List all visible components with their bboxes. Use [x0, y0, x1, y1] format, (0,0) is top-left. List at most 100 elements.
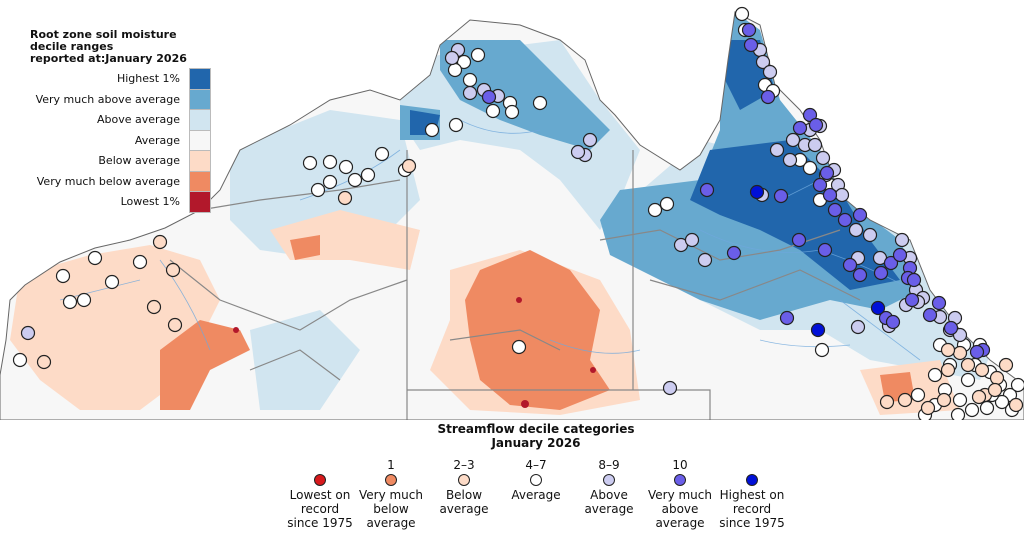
station-marker-above-average[interactable]	[769, 142, 785, 158]
station-marker-above-average[interactable]	[755, 54, 771, 70]
station-marker-above-average[interactable]	[785, 132, 801, 148]
station-marker-average[interactable]	[504, 104, 520, 120]
station-marker-average[interactable]	[647, 202, 663, 218]
station-marker-very-much-above-average[interactable]	[817, 242, 833, 258]
station-marker-average[interactable]	[994, 394, 1010, 410]
station-marker-below-average[interactable]	[936, 392, 952, 408]
station-marker-above-average[interactable]	[815, 150, 831, 166]
station-marker-above-average[interactable]	[570, 144, 586, 160]
station-marker-above-average[interactable]	[582, 132, 598, 148]
station-marker-above-average[interactable]	[20, 325, 36, 341]
station-marker-average[interactable]	[979, 400, 995, 416]
station-marker-above-average[interactable]	[762, 64, 778, 80]
station-marker-average[interactable]	[87, 250, 103, 266]
station-marker-average[interactable]	[814, 342, 830, 358]
station-marker-very-much-above-average[interactable]	[743, 37, 759, 53]
station-marker-average[interactable]	[910, 387, 926, 403]
station-marker-below-average[interactable]	[971, 389, 987, 405]
station-marker-below-average[interactable]	[987, 382, 1003, 398]
station-marker-above-average[interactable]	[684, 232, 700, 248]
station-marker-very-much-above-average[interactable]	[931, 295, 947, 311]
station-marker-below-average[interactable]	[337, 190, 353, 206]
station-marker-below-average[interactable]	[998, 357, 1014, 373]
station-marker-very-much-above-average[interactable]	[873, 265, 889, 281]
station-marker-average[interactable]	[12, 352, 28, 368]
station-marker-above-average[interactable]	[444, 50, 460, 66]
station-marker-very-much-above-average[interactable]	[904, 292, 920, 308]
station-marker-very-much-above-average[interactable]	[837, 212, 853, 228]
station-marker-below-average[interactable]	[974, 362, 990, 378]
station-marker-below-average[interactable]	[940, 362, 956, 378]
station-marker-very-much-above-average[interactable]	[791, 232, 807, 248]
station-marker-very-much-above-average[interactable]	[481, 89, 497, 105]
station-marker-highest-on-record[interactable]	[749, 184, 765, 200]
station-marker-very-much-above-average[interactable]	[812, 177, 828, 193]
station-marker-below-average[interactable]	[897, 392, 913, 408]
station-marker-above-average[interactable]	[807, 137, 823, 153]
station-marker-below-average[interactable]	[989, 370, 1005, 386]
station-marker-very-much-above-average[interactable]	[852, 267, 868, 283]
station-marker-average[interactable]	[470, 47, 486, 63]
station-marker-average[interactable]	[374, 146, 390, 162]
station-marker-below-average[interactable]	[940, 342, 956, 358]
station-marker-above-average[interactable]	[850, 319, 866, 335]
station-marker-below-average[interactable]	[879, 394, 895, 410]
station-marker-below-average[interactable]	[36, 354, 52, 370]
station-marker-average[interactable]	[952, 392, 968, 408]
station-marker-average[interactable]	[347, 172, 363, 188]
station-marker-very-much-above-average[interactable]	[792, 120, 808, 136]
station-marker-highest-on-record[interactable]	[870, 300, 886, 316]
station-marker-very-much-above-average[interactable]	[885, 314, 901, 330]
station-marker-average[interactable]	[322, 174, 338, 190]
station-marker-average[interactable]	[322, 154, 338, 170]
station-marker-average[interactable]	[511, 339, 527, 355]
station-marker-very-much-above-average[interactable]	[842, 257, 858, 273]
station-marker-average[interactable]	[964, 402, 980, 418]
station-marker-above-average[interactable]	[862, 227, 878, 243]
station-marker-below-average[interactable]	[1008, 397, 1024, 413]
station-marker-above-average[interactable]	[834, 187, 850, 203]
station-marker-average[interactable]	[659, 196, 675, 212]
station-marker-average[interactable]	[448, 117, 464, 133]
station-marker-average[interactable]	[55, 268, 71, 284]
station-marker-above-average[interactable]	[462, 85, 478, 101]
station-marker-very-much-above-average[interactable]	[969, 344, 985, 360]
station-marker-above-average[interactable]	[782, 152, 798, 168]
station-marker-average[interactable]	[302, 155, 318, 171]
station-marker-above-average[interactable]	[697, 252, 713, 268]
station-marker-average[interactable]	[485, 103, 501, 119]
station-marker-above-average[interactable]	[662, 380, 678, 396]
station-marker-below-average[interactable]	[920, 400, 936, 416]
station-marker-below-average[interactable]	[146, 299, 162, 315]
station-marker-average[interactable]	[424, 122, 440, 138]
station-marker-very-much-above-average[interactable]	[883, 255, 899, 271]
station-marker-very-much-above-average[interactable]	[699, 182, 715, 198]
station-marker-very-much-above-average[interactable]	[726, 245, 742, 261]
station-marker-average[interactable]	[338, 159, 354, 175]
station-marker-very-much-above-average[interactable]	[906, 272, 922, 288]
station-marker-very-much-above-average[interactable]	[943, 320, 959, 336]
station-marker-below-average[interactable]	[165, 262, 181, 278]
station-marker-average[interactable]	[62, 294, 78, 310]
station-marker-average[interactable]	[76, 292, 92, 308]
station-marker-below-average[interactable]	[152, 234, 168, 250]
station-marker-above-average[interactable]	[848, 222, 864, 238]
station-marker-average[interactable]	[532, 95, 548, 111]
station-marker-very-much-above-average[interactable]	[741, 22, 757, 38]
station-marker-average[interactable]	[734, 6, 750, 22]
station-marker-above-average[interactable]	[894, 232, 910, 248]
station-marker-very-much-above-average[interactable]	[827, 202, 843, 218]
station-marker-average[interactable]	[1010, 377, 1024, 393]
station-marker-very-much-above-average[interactable]	[892, 247, 908, 263]
station-marker-very-much-above-average[interactable]	[760, 89, 776, 105]
station-marker-average[interactable]	[360, 167, 376, 183]
station-marker-below-average[interactable]	[960, 357, 976, 373]
station-marker-average[interactable]	[802, 160, 818, 176]
station-marker-below-average[interactable]	[167, 317, 183, 333]
station-marker-average[interactable]	[447, 62, 463, 78]
station-marker-very-much-above-average[interactable]	[773, 188, 789, 204]
station-marker-average[interactable]	[462, 72, 478, 88]
station-marker-very-much-above-average[interactable]	[819, 165, 835, 181]
station-marker-very-much-above-average[interactable]	[808, 117, 824, 133]
station-marker-average[interactable]	[132, 254, 148, 270]
